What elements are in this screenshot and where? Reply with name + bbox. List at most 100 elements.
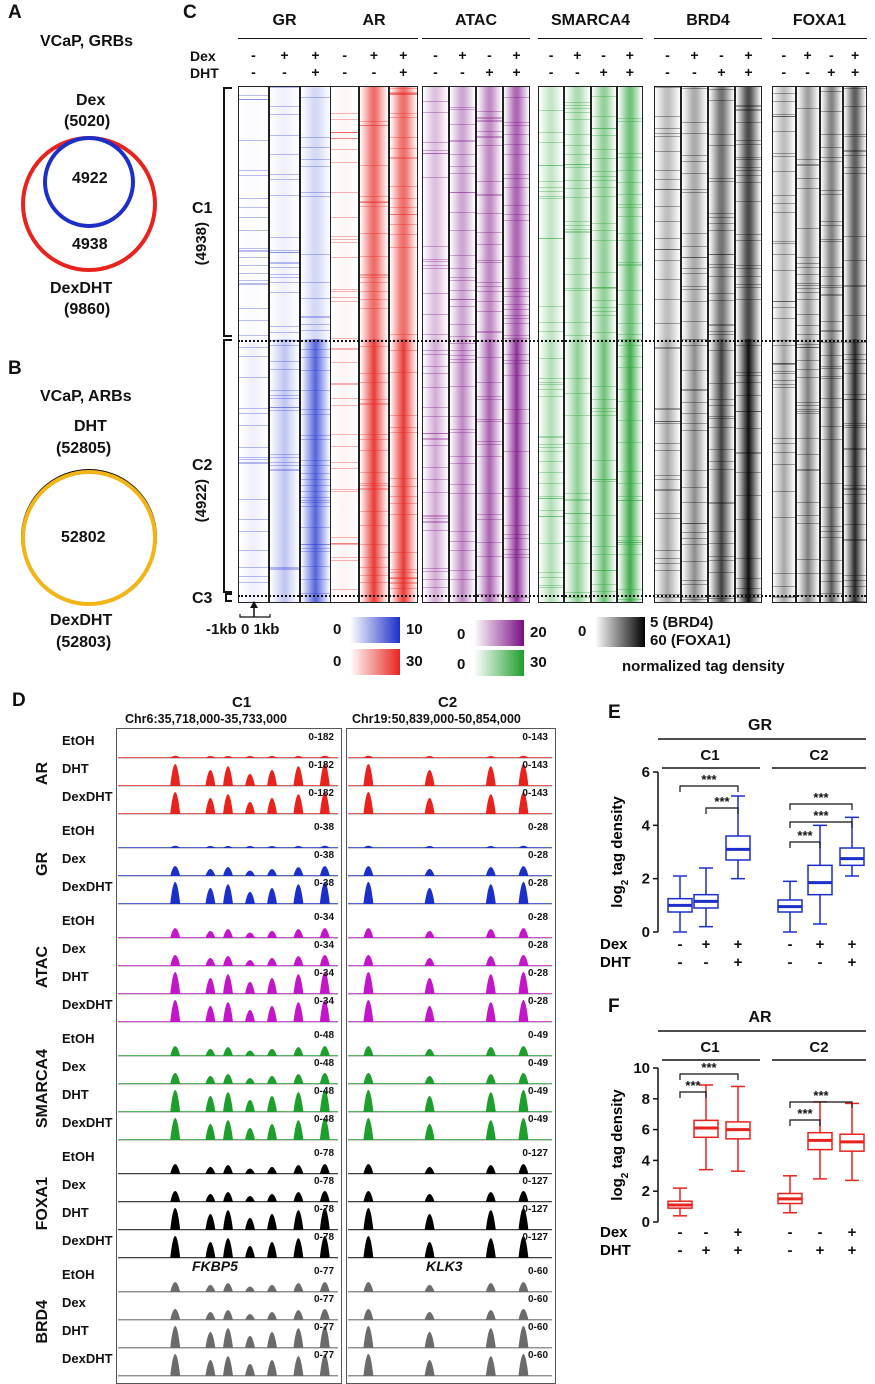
signal-peak bbox=[223, 766, 233, 786]
box-iqr bbox=[807, 864, 833, 896]
track-range: 0-78 bbox=[313, 1176, 334, 1187]
signal-peak bbox=[205, 1076, 216, 1084]
signal-peak bbox=[518, 1208, 529, 1230]
track-range: 0-28 bbox=[527, 968, 548, 979]
heatmap-brd4-4 bbox=[735, 86, 762, 603]
signal-peak bbox=[485, 884, 496, 904]
signal-peak bbox=[319, 1164, 330, 1174]
track-signal bbox=[348, 1090, 552, 1112]
y-tick-label: 8 bbox=[642, 1091, 650, 1108]
heatmap-title-gr: GR bbox=[272, 12, 297, 29]
condition-sign: + bbox=[399, 47, 408, 63]
signal-peak bbox=[223, 1210, 233, 1230]
track-foxa1-left: 0-78 bbox=[118, 1230, 338, 1259]
y-axis-label: log2 tag density bbox=[609, 1089, 631, 1201]
signal-peak bbox=[170, 972, 181, 994]
condition-sign: - bbox=[342, 47, 347, 63]
signal-peak bbox=[363, 1046, 374, 1056]
track-gr-left: 0-38 bbox=[118, 820, 338, 849]
dht-sign: - bbox=[678, 1242, 683, 1259]
track-signal bbox=[118, 1000, 338, 1022]
track-signal bbox=[118, 792, 338, 814]
signal-peak bbox=[293, 1074, 304, 1084]
track-smarca4-right: 0-49 bbox=[348, 1112, 552, 1141]
signal-peak bbox=[205, 1006, 216, 1022]
track-condition: DHT bbox=[62, 1087, 89, 1102]
signal-peak bbox=[319, 1073, 330, 1084]
signal-peak bbox=[293, 867, 304, 876]
signal-peak bbox=[267, 1076, 277, 1084]
signal-peak bbox=[245, 891, 255, 904]
track-foxa1-right: 0-127 bbox=[348, 1174, 552, 1203]
signal-peak bbox=[267, 868, 277, 876]
track-condition: Dex bbox=[62, 1059, 86, 1074]
track-condition: DHT bbox=[62, 969, 89, 984]
signal-peak bbox=[170, 792, 181, 814]
signal-peak bbox=[245, 1217, 255, 1230]
group-label-c1: C1 bbox=[700, 1039, 719, 1056]
signal-peak bbox=[205, 770, 216, 786]
heatmap-title-smarca4: SMARCA4 bbox=[550, 12, 631, 29]
heatmap-title-rule bbox=[422, 38, 530, 39]
track-range: 0-28 bbox=[527, 996, 548, 1007]
signal-peak bbox=[293, 1210, 304, 1230]
heatmap-title-ar: AR bbox=[362, 12, 386, 29]
signal-peak bbox=[319, 1208, 330, 1230]
track-atac-left: 0-34 bbox=[118, 938, 338, 967]
condition-sign: - bbox=[781, 47, 787, 63]
condition-sign: + bbox=[311, 64, 320, 80]
venn-b-overlap: 52802 bbox=[61, 529, 106, 546]
signal-peak bbox=[485, 1074, 496, 1084]
dex-sign: - bbox=[818, 1224, 823, 1241]
heatmap-title-rule bbox=[330, 38, 418, 39]
track-atac-left: 0-34 bbox=[118, 910, 338, 939]
track-range: 0-34 bbox=[313, 996, 334, 1007]
signal-peak bbox=[485, 1165, 496, 1174]
heatmap-atac-4 bbox=[503, 86, 530, 603]
dex-row-label: Dex bbox=[190, 48, 216, 64]
condition-sign: + bbox=[458, 47, 467, 63]
track-signal bbox=[118, 1090, 338, 1112]
signal-peak bbox=[245, 981, 255, 994]
condition-sign: - bbox=[487, 47, 492, 63]
signal-peak bbox=[424, 930, 435, 938]
signal-peak bbox=[518, 792, 529, 814]
sig-bracket bbox=[679, 1091, 707, 1098]
scale-bw-min: 0 bbox=[578, 623, 587, 640]
track-signal bbox=[348, 792, 552, 814]
track-range: 0-38 bbox=[313, 850, 334, 861]
heatmap-foxa1-3 bbox=[819, 86, 844, 603]
panel-f-letter: F bbox=[608, 996, 620, 1017]
venn-a-title: VCaP, GRBs bbox=[40, 33, 134, 50]
signal-peak bbox=[293, 1002, 304, 1022]
venn-a-diagram bbox=[21, 136, 157, 272]
scale-bw-max2: 60 (FOXA1) bbox=[650, 632, 731, 649]
track-condition: DHT bbox=[62, 1323, 89, 1338]
heatmap-gr-1 bbox=[238, 86, 269, 603]
panel-e-letter: E bbox=[608, 702, 621, 723]
signal-peak bbox=[267, 798, 277, 814]
dex-sign: + bbox=[734, 936, 743, 953]
track-range: 0-182 bbox=[308, 732, 334, 743]
track-atac-right: 0-28 bbox=[348, 966, 552, 995]
track-range: 0-28 bbox=[527, 822, 548, 833]
venn-b-set2-count: (52803) bbox=[56, 634, 112, 651]
track-range: 0-48 bbox=[313, 1030, 334, 1041]
scale-bw-bar bbox=[595, 617, 645, 647]
signal-peak bbox=[223, 1092, 233, 1112]
signal-peak bbox=[518, 1046, 529, 1056]
track-ar-left: 0-182 bbox=[118, 786, 338, 815]
signal-peak bbox=[319, 1236, 330, 1258]
signal-peak bbox=[363, 1236, 374, 1258]
signal-peak bbox=[319, 866, 330, 876]
signal-peak bbox=[245, 1245, 255, 1258]
track-signal bbox=[348, 882, 552, 904]
signal-peak bbox=[319, 1000, 330, 1022]
signal-peak bbox=[424, 1124, 435, 1140]
track-smarca4-right: 0-49 bbox=[348, 1056, 552, 1085]
track-signal bbox=[348, 764, 552, 786]
signal-peak bbox=[518, 866, 529, 876]
signal-peak bbox=[205, 888, 216, 904]
signal-peak bbox=[363, 972, 374, 994]
heatmap-smarca4-3 bbox=[590, 86, 617, 603]
